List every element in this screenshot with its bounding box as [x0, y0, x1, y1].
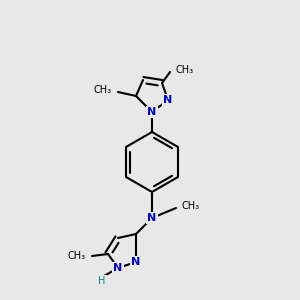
Text: N: N: [147, 213, 157, 223]
Text: CH₃: CH₃: [94, 85, 112, 95]
Text: CH₃: CH₃: [182, 201, 200, 211]
Text: H: H: [98, 276, 106, 286]
Text: CH₃: CH₃: [68, 251, 86, 261]
Text: CH₃: CH₃: [176, 65, 194, 75]
Text: N: N: [131, 257, 141, 267]
Text: N: N: [147, 107, 157, 117]
Text: N: N: [113, 263, 123, 273]
Text: N: N: [164, 95, 172, 105]
